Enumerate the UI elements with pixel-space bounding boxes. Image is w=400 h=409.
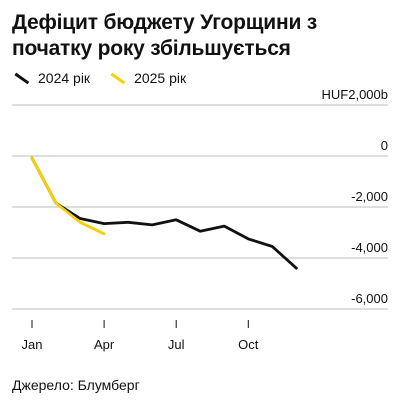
series-line-0 [30, 156, 298, 270]
y-tick-label-1: 0 [381, 138, 388, 153]
y-tick-label-3: -4,000 [351, 240, 388, 255]
chart-title: Дефіцит бюджету Угорщини з початку року … [12, 11, 318, 60]
legend-item-2025: 2025 рік [108, 70, 186, 86]
y-tick-label-4: -6,000 [351, 291, 388, 306]
y-tick-label-2: -2,000 [351, 189, 388, 204]
x-tick-label-3: Oct [238, 337, 259, 352]
legend-item-2024: 2024 рік [12, 70, 90, 86]
series-line-1 [30, 156, 106, 236]
source-note: Джерело: Блумберг [12, 377, 140, 393]
legend-label-2025: 2025 рік [134, 70, 187, 86]
legend: 2024 рік 2025 рік [12, 70, 204, 86]
legend-label-2024: 2024 рік [38, 70, 91, 86]
y-tick-label-0: HUF2,000b [322, 87, 388, 102]
x-tick-label-2: Jul [168, 337, 185, 352]
x-tick-label-1: Apr [94, 337, 115, 352]
x-tick-label-0: Jan [22, 337, 43, 352]
